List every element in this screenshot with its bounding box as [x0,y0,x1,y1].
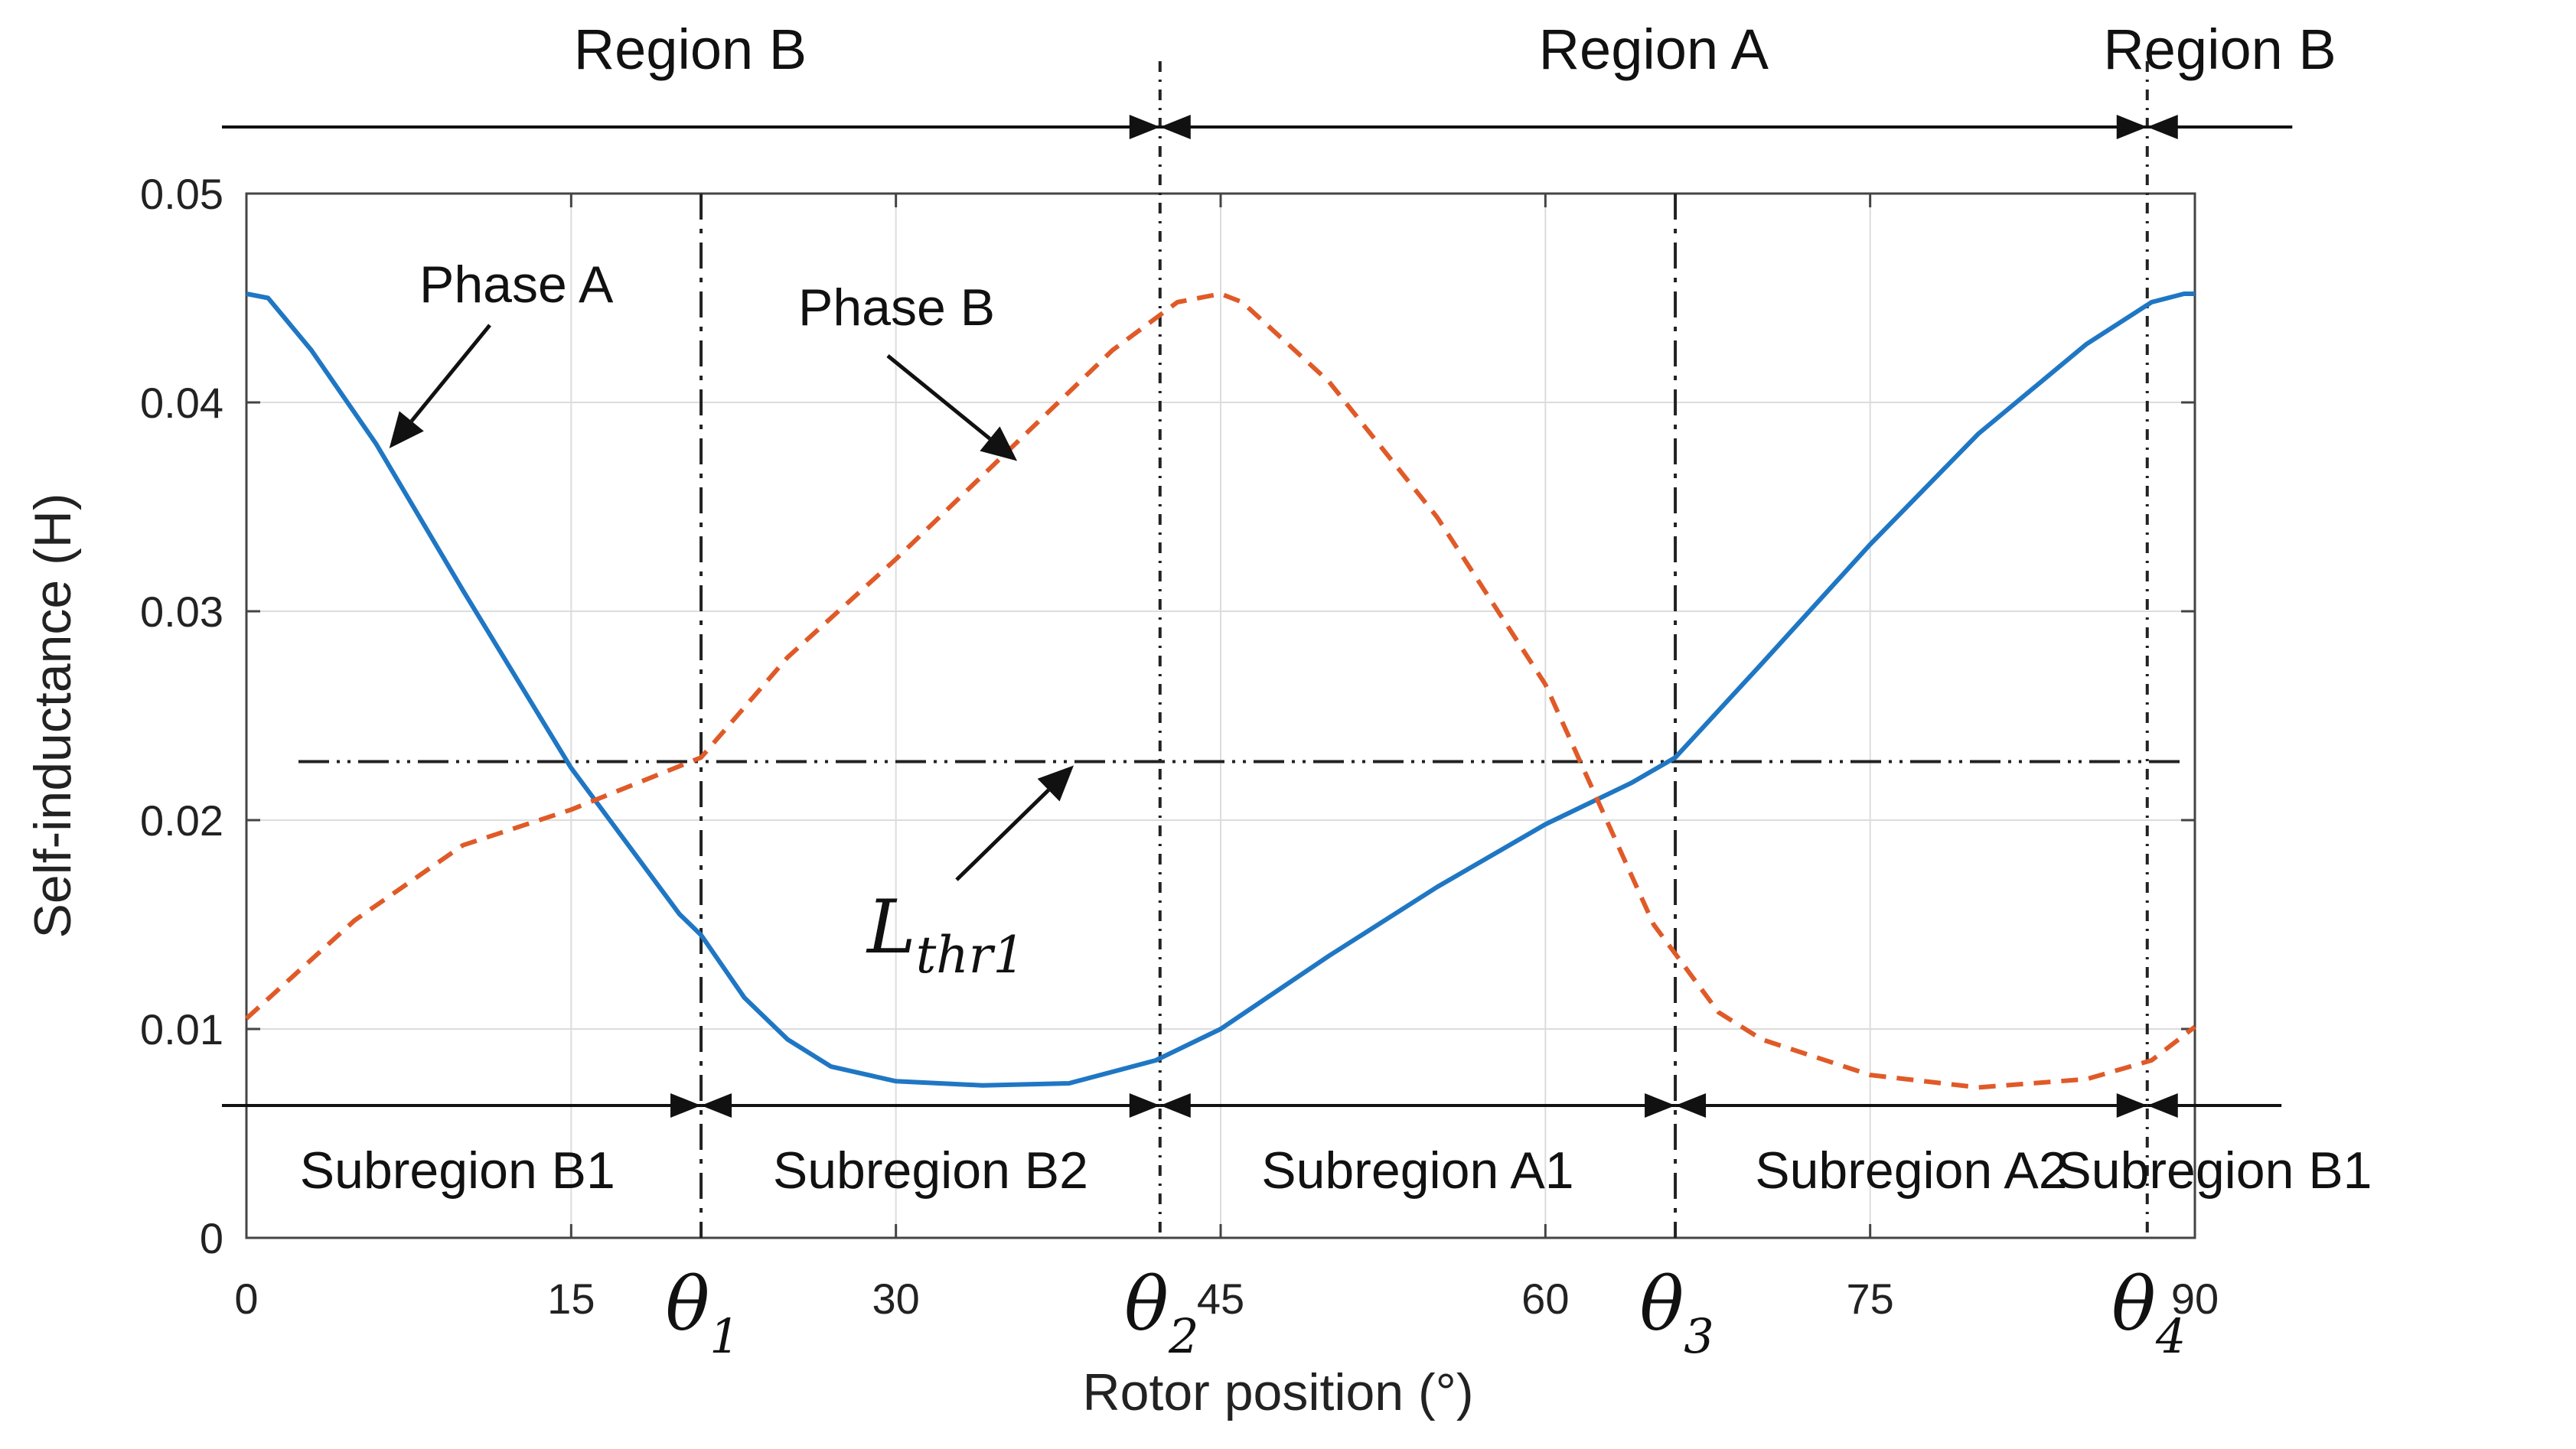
x-tick-label: 30 [872,1275,920,1323]
annotation-phase-b: Phase B [798,278,995,337]
x-tick-label: 75 [1847,1275,1894,1323]
x-tick-label: 0 [234,1275,258,1323]
subregion-arrowhead [2147,1093,2178,1118]
x-tick-label: 60 [1521,1275,1569,1323]
subregion-label-subregion-b1: Subregion B1 [2056,1141,2372,1200]
region-arrowhead [2147,115,2178,139]
subregion-arrowhead [1159,1093,1191,1118]
theta-symbol: θ [1639,1262,1684,1347]
region-arrowhead [2116,115,2147,139]
x-tick-label: 90 [2171,1275,2219,1323]
theta-symbol: θ [665,1262,709,1347]
y-tick-label: 0.01 [140,1005,223,1053]
subregion-arrowhead [2116,1093,2147,1118]
y-tick-label: 0.02 [140,796,223,845]
y-tick-label: 0.04 [140,379,223,427]
theta4-label: θ4 [2111,1262,2186,1364]
region-arrowhead [1129,115,1160,139]
theta1-label: θ1 [665,1262,739,1364]
threshold-arrow-shaft [955,788,1050,881]
x-axis-label: Rotor position (°) [1083,1363,1474,1421]
theta-symbol: θ [1124,1262,1169,1347]
subregion-arrowhead [1675,1093,1707,1118]
subregion-arrowhead [1645,1093,1676,1118]
subregion-arrowhead [701,1093,732,1118]
theta-subscript: 1 [709,1308,739,1364]
theta-subscript: 3 [1684,1308,1714,1364]
annotation-arrow-1-shaft [409,324,491,422]
theta2-label: θ2 [1124,1262,1198,1364]
subregion-arrowhead [670,1093,702,1118]
subregion-label-subregion-a1: Subregion A1 [1261,1141,1573,1200]
series-phase-b [244,291,2196,1090]
x-tick-label: 45 [1197,1275,1244,1323]
subregion-label-subregion-a2: Subregion A2 [1755,1141,2067,1200]
theta3-label: θ3 [1639,1262,1714,1364]
y-tick-label: 0 [200,1214,223,1262]
threshold-label: Lthr1 [866,884,1025,985]
region-label-region-a: Region A [1539,18,1769,81]
series-phase-a [246,291,2195,1088]
y-axis-label: Self-inductance (H) [24,493,82,938]
theta-subscript: 2 [1168,1308,1198,1364]
region-label-region-b: Region B [574,18,807,81]
threshold-subscript: thr1 [916,926,1026,985]
theta-symbol: θ [2111,1262,2156,1347]
y-tick-label: 0.03 [140,588,223,636]
annotation-arrow-1-head [389,411,424,449]
threshold-symbol: L [866,884,916,970]
subregion-arrowhead [1129,1093,1160,1118]
region-label-region-b: Region B [2103,18,2336,81]
subregion-label-subregion-b2: Subregion B2 [773,1141,1088,1200]
annotation-arrow-2-head [980,426,1018,461]
y-tick-label: 0.05 [140,170,223,218]
region-arrowhead [1159,115,1191,139]
threshold-arrow-head [1037,765,1074,802]
annotation-arrow-2-shaft [886,354,991,441]
subregion-label-subregion-b1: Subregion B1 [300,1141,615,1200]
annotation-phase-a: Phase A [419,256,614,314]
x-tick-label: 15 [547,1275,595,1323]
theta-subscript: 4 [2155,1308,2186,1364]
